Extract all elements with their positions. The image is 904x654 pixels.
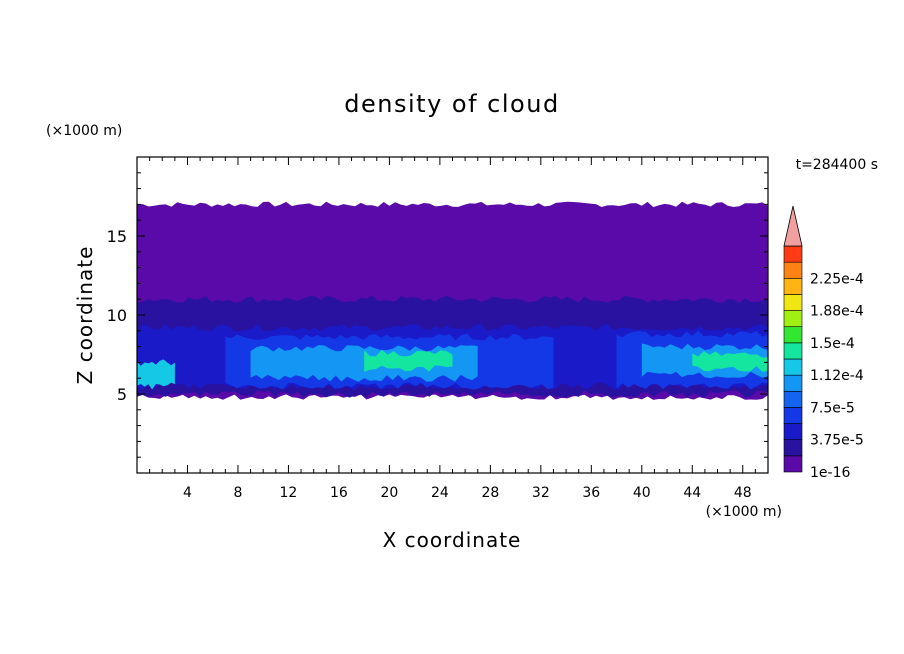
colorbar-segment bbox=[783, 358, 803, 376]
colorbar-segment bbox=[783, 374, 803, 392]
chart-title: density of cloud bbox=[344, 90, 559, 118]
x-tick-label: 12 bbox=[280, 485, 298, 501]
x-tick-label: 20 bbox=[380, 485, 398, 501]
x-tick-label: 16 bbox=[330, 485, 348, 501]
colorbar-label: 3.75e-5 bbox=[810, 433, 864, 449]
colorbar-label: 1.12e-4 bbox=[810, 368, 864, 384]
x-tick-label: 36 bbox=[582, 485, 600, 501]
y-axis-label: Z coordinate bbox=[73, 246, 97, 385]
colorbar-segment bbox=[783, 261, 803, 279]
colorbar-segment bbox=[783, 277, 803, 295]
x-tick-label: 40 bbox=[633, 485, 651, 501]
colorbar-segment bbox=[783, 423, 803, 441]
colorbar-segment bbox=[783, 342, 803, 360]
colorbar-overflow-arrow bbox=[783, 205, 803, 247]
y-tick-label: 15 bbox=[107, 227, 127, 246]
x-tick-label: 28 bbox=[481, 485, 499, 501]
colorbar-segment bbox=[783, 390, 803, 408]
colorbar-segment bbox=[783, 439, 803, 457]
x-tick-label: 48 bbox=[734, 485, 752, 501]
colorbar-segment bbox=[783, 455, 803, 473]
cloud-field bbox=[137, 201, 768, 400]
colorbar: 2.25e-4 1.88e-4 1.5e-4 1.12e-4 7.5e-5 3.75e-5… bbox=[783, 205, 864, 481]
colorbar-segment bbox=[783, 245, 803, 263]
x-unit-label: (×1000 m) bbox=[706, 504, 782, 520]
cloud-contour-region-4 bbox=[364, 349, 453, 372]
plot-area bbox=[137, 201, 768, 400]
x-axis-label: X coordinate bbox=[383, 528, 522, 552]
time-label: t=284400 s bbox=[796, 157, 878, 173]
y-tick-label: 5 bbox=[117, 385, 127, 404]
colorbar-label: 1.5e-4 bbox=[810, 336, 855, 352]
x-tick-label: 32 bbox=[532, 485, 550, 501]
colorbar-segment bbox=[783, 407, 803, 424]
colorbar-label: 1e-16 bbox=[810, 465, 850, 481]
cloud-contour-region-7 bbox=[692, 351, 768, 372]
y-unit-label: (×1000 m) bbox=[46, 123, 122, 139]
y-tick-label: 10 bbox=[107, 306, 127, 325]
colorbar-label: 2.25e-4 bbox=[810, 271, 864, 287]
colorbar-segment bbox=[783, 310, 803, 328]
colorbar-label: 1.88e-4 bbox=[810, 304, 864, 320]
x-tick-label: 8 bbox=[233, 485, 242, 501]
colorbar-segment bbox=[783, 326, 803, 344]
x-tick-label: 44 bbox=[683, 485, 701, 501]
x-tick-label: 24 bbox=[431, 485, 449, 501]
cloud-contour-region-8 bbox=[137, 359, 175, 390]
colorbar-segment bbox=[783, 294, 803, 311]
colorbar-label: 7.5e-5 bbox=[810, 400, 855, 416]
x-tick-label: 4 bbox=[183, 485, 192, 501]
